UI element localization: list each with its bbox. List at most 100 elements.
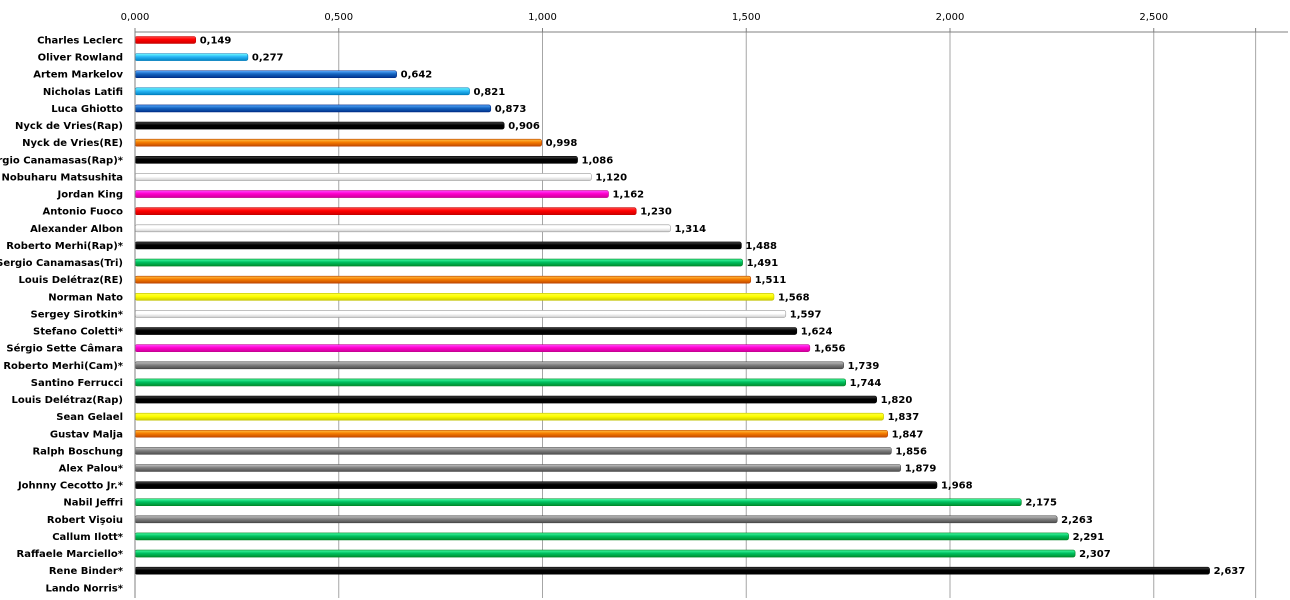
category-label: Rene Binder* <box>49 566 124 577</box>
value-label: 1,847 <box>892 429 924 440</box>
x-tick-label: 1,000 <box>528 12 557 23</box>
value-label: 1,820 <box>881 395 913 406</box>
bar <box>134 104 492 113</box>
bar <box>134 344 811 352</box>
category-label: Antonio Fuoco <box>42 207 123 218</box>
category-label: Roberto Merhi(Cam)* <box>3 361 123 372</box>
bar <box>134 190 609 198</box>
value-label: 2,637 <box>1214 566 1246 577</box>
category-label: Johnny Cecotto Jr.* <box>17 481 124 492</box>
bar <box>134 378 846 387</box>
value-label: 2,307 <box>1079 549 1111 560</box>
category-label: Robert Vişoiu <box>47 515 123 526</box>
value-label: 2,291 <box>1073 532 1105 543</box>
bar <box>134 70 397 79</box>
value-label: 1,488 <box>745 241 777 252</box>
bar <box>134 241 742 250</box>
value-label: 2,175 <box>1025 498 1057 509</box>
value-label: 0,149 <box>200 36 232 47</box>
value-label: 1,739 <box>848 361 880 372</box>
bar <box>134 36 197 44</box>
bar <box>134 361 844 370</box>
bar <box>134 412 884 421</box>
x-tick-label: 2,000 <box>936 12 965 23</box>
bar <box>134 515 1058 524</box>
x-tick-label: 1,500 <box>732 12 761 23</box>
bar <box>134 87 470 96</box>
category-label: Nobuharu Matsushita <box>2 172 124 183</box>
category-label: Callum Ilott* <box>52 532 124 543</box>
value-label: 1,856 <box>895 446 927 457</box>
bar <box>134 395 877 404</box>
value-label: 1,120 <box>595 172 627 183</box>
value-label: 1,744 <box>850 378 882 389</box>
bar <box>134 310 787 318</box>
bar <box>134 429 888 438</box>
category-label: Raffaele Marciello* <box>17 549 124 560</box>
value-label: 1,597 <box>790 309 822 320</box>
bar <box>134 447 892 455</box>
value-label: 0,906 <box>508 121 540 132</box>
category-label: Sergey Sirotkin* <box>31 309 124 320</box>
category-label: Charles Leclerc <box>37 36 123 47</box>
category-label: Oliver Rowland <box>38 53 123 64</box>
bar <box>134 121 505 130</box>
category-label: Nyck de Vries(Rap) <box>15 121 123 132</box>
bar <box>134 275 752 284</box>
bar <box>134 292 775 301</box>
value-label: 0,277 <box>252 53 284 64</box>
value-label: 1,624 <box>801 327 833 338</box>
category-label: Gustav Malja <box>50 429 123 440</box>
value-label: 1,086 <box>582 155 614 166</box>
bar <box>134 138 542 147</box>
category-label: Alexander Albon <box>30 224 123 235</box>
value-label: 1,314 <box>674 224 706 235</box>
bar <box>134 566 1210 575</box>
bar <box>134 224 671 233</box>
category-label: Sergio Canamasas(Tri) <box>0 258 123 269</box>
value-label: 1,491 <box>747 258 779 269</box>
value-label: 0,998 <box>546 138 578 149</box>
category-label: Stefano Coletti* <box>33 327 124 338</box>
bar <box>134 532 1069 541</box>
bar <box>134 464 901 472</box>
bar <box>134 173 592 181</box>
value-labels: 0,149 0,277 0,642 0,821 0,873 0,906 0,998 1,086… <box>200 36 1246 578</box>
category-label: Louis Delétraz(Rap) <box>11 394 123 406</box>
category-label: Ralph Boschung <box>32 446 123 457</box>
bar <box>134 53 249 61</box>
value-label: 2,263 <box>1061 515 1093 526</box>
category-label: Nyck de Vries(RE) <box>22 138 123 149</box>
category-label: Lando Norris* <box>46 583 124 594</box>
category-label: Santino Ferrucci <box>31 378 123 389</box>
bar <box>134 549 1076 558</box>
value-label: 1,568 <box>778 292 810 303</box>
bars <box>134 36 1210 575</box>
category-label: Norman Nato <box>48 292 123 303</box>
value-label: 1,162 <box>613 190 645 201</box>
value-label: 1,968 <box>941 481 973 492</box>
value-label: 1,879 <box>905 464 937 475</box>
x-tick-label: 2,500 <box>1139 12 1168 23</box>
category-label: Sean Gelael <box>56 412 123 423</box>
bar <box>134 481 938 489</box>
value-label: 1,837 <box>888 412 920 423</box>
category-labels: Charles Leclerc Oliver Rowland Artem Marke… <box>0 36 124 595</box>
bar <box>134 327 798 335</box>
category-label: Roberto Merhi(Rap)* <box>6 241 124 252</box>
category-label: Nicholas Latifi <box>43 87 123 98</box>
category-label: Sérgio Sette Câmara <box>6 343 123 355</box>
x-axis-tick-labels: 0,000 0,500 1,000 1,500 2,000 2,500 <box>121 12 1168 23</box>
bar <box>134 258 743 267</box>
category-label: Nabil Jeffri <box>63 498 123 509</box>
value-label: 1,230 <box>640 207 672 218</box>
category-label: Luca Ghiotto <box>51 104 123 115</box>
bar <box>134 207 637 215</box>
value-label: 0,642 <box>401 70 433 81</box>
value-label: 1,656 <box>814 344 846 355</box>
x-tick-label: 0,000 <box>121 12 150 23</box>
category-label: Louis Delétraz(RE) <box>19 274 123 286</box>
value-label: 0,821 <box>474 87 506 98</box>
value-label: 1,511 <box>755 275 787 286</box>
